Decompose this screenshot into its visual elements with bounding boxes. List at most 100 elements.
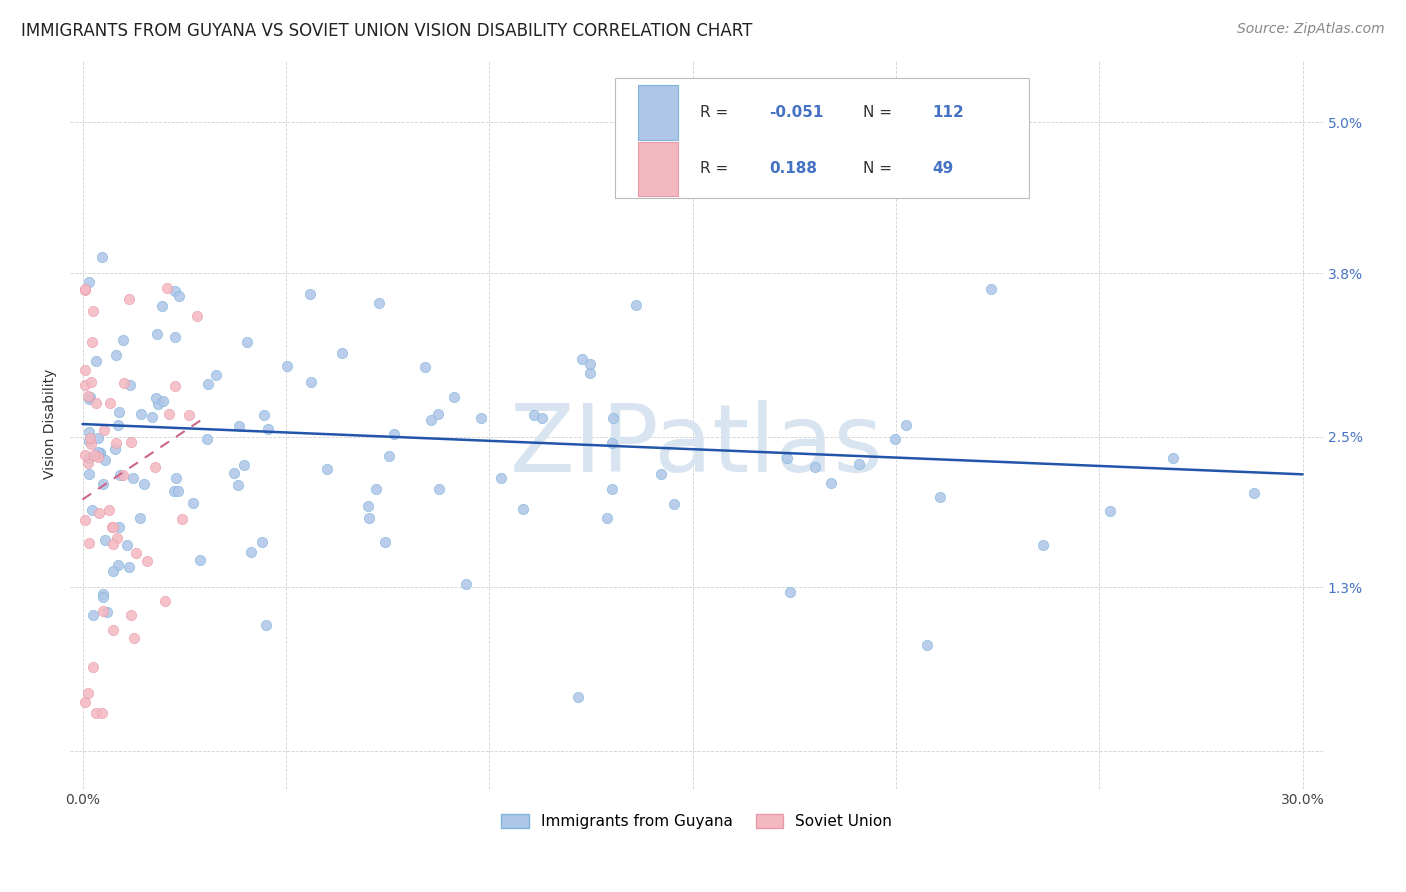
Point	[79, 431, 101, 445]
Point	[188, 553, 211, 567]
Point	[89, 506, 111, 520]
Point	[120, 607, 142, 622]
Point	[579, 358, 602, 372]
Point	[662, 497, 685, 511]
Text: IMMIGRANTS FROM GUYANA VS SOVIET UNION VISION DISABILITY CORRELATION CHART: IMMIGRANTS FROM GUYANA VS SOVIET UNION V…	[21, 22, 752, 40]
Point	[105, 435, 128, 450]
Text: N =: N =	[863, 105, 893, 120]
Point	[152, 394, 174, 409]
Point	[197, 377, 219, 392]
Point	[167, 289, 190, 303]
Point	[848, 457, 870, 471]
Point	[89, 446, 111, 460]
Point	[1099, 504, 1122, 518]
Point	[301, 375, 323, 389]
Point	[77, 275, 100, 289]
Point	[105, 531, 128, 545]
Point	[256, 422, 278, 436]
Point	[413, 359, 436, 374]
Point	[166, 483, 188, 498]
Point	[84, 354, 107, 368]
Point	[80, 503, 103, 517]
Point	[77, 467, 100, 482]
Point	[803, 459, 825, 474]
Point	[779, 585, 801, 599]
Point	[894, 418, 917, 433]
Point	[155, 594, 177, 608]
Point	[1243, 485, 1265, 500]
Point	[163, 379, 186, 393]
Text: Source: ZipAtlas.com: Source: ZipAtlas.com	[1237, 22, 1385, 37]
Point	[600, 436, 623, 450]
Point	[315, 461, 337, 475]
Text: 112: 112	[932, 105, 965, 120]
Point	[929, 490, 952, 504]
Point	[374, 535, 396, 549]
Point	[205, 368, 228, 382]
Point	[530, 410, 553, 425]
Point	[915, 638, 938, 652]
Point	[491, 471, 513, 485]
Point	[224, 466, 246, 480]
Point	[186, 309, 208, 323]
Point	[110, 468, 132, 483]
Point	[135, 554, 157, 568]
Point	[443, 390, 465, 404]
Point	[382, 427, 405, 442]
Point	[143, 460, 166, 475]
Bar	[638, 142, 678, 196]
Point	[426, 407, 449, 421]
Point	[77, 392, 100, 407]
Point	[776, 451, 799, 466]
Point	[107, 558, 129, 572]
Point	[523, 408, 546, 422]
Point	[86, 395, 108, 409]
Point	[181, 495, 204, 509]
Point	[165, 330, 187, 344]
Point	[108, 520, 131, 534]
Point	[103, 520, 125, 534]
Point	[73, 695, 96, 709]
Point	[79, 390, 101, 404]
Point	[118, 559, 141, 574]
Point	[73, 378, 96, 392]
Point	[84, 706, 107, 720]
Point	[105, 348, 128, 362]
Point	[73, 448, 96, 462]
Point	[77, 686, 100, 700]
Point	[298, 287, 321, 301]
Point	[101, 564, 124, 578]
Point	[236, 335, 259, 350]
Point	[117, 538, 139, 552]
Point	[239, 545, 262, 559]
Point	[1163, 450, 1185, 465]
Point	[91, 706, 114, 720]
Point	[470, 411, 492, 425]
Point	[250, 534, 273, 549]
Point	[90, 250, 112, 264]
Point	[87, 431, 110, 445]
Point	[77, 451, 100, 466]
Point	[111, 333, 134, 347]
Point	[276, 359, 298, 374]
Text: R =: R =	[700, 161, 728, 177]
Point	[120, 378, 142, 392]
Point	[91, 477, 114, 491]
Point	[121, 470, 143, 484]
Point	[98, 396, 121, 410]
Point	[131, 407, 153, 421]
Point	[170, 512, 193, 526]
Y-axis label: Vision Disability: Vision Disability	[44, 369, 58, 479]
Point	[624, 298, 647, 312]
Point	[82, 303, 104, 318]
Point	[883, 432, 905, 446]
Point	[129, 511, 152, 525]
Point	[357, 499, 380, 513]
Point	[79, 536, 101, 550]
Point	[80, 334, 103, 349]
Point	[80, 436, 103, 450]
Point	[77, 456, 100, 470]
Point	[89, 446, 111, 460]
Point	[596, 510, 619, 524]
Point	[101, 623, 124, 637]
